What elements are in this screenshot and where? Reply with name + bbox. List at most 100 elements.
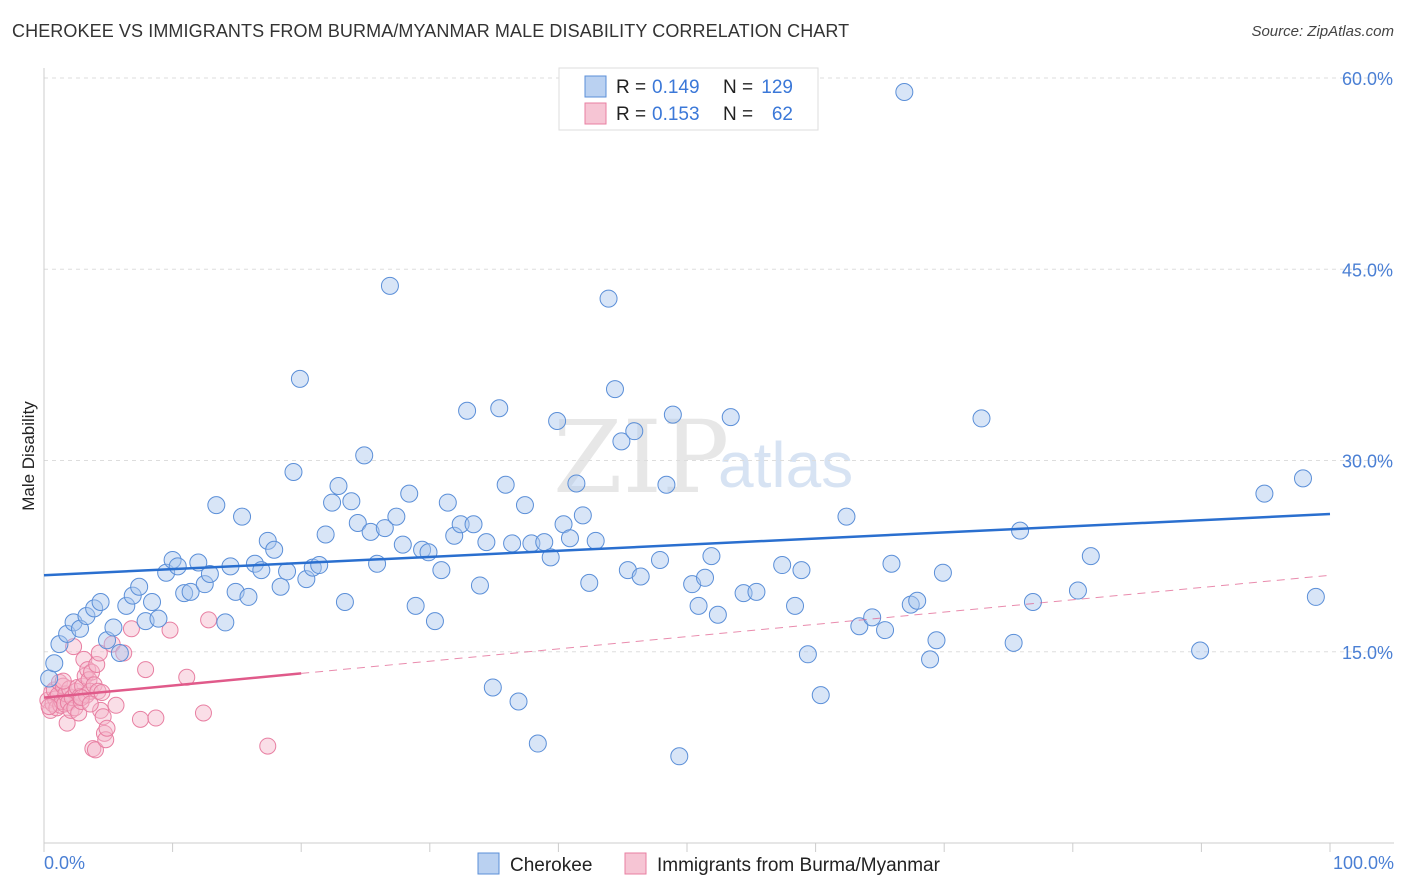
cherokee-point: [863, 608, 882, 627]
cherokee-point: [876, 621, 895, 640]
cherokee-point: [792, 561, 811, 580]
cherokee-point: [393, 535, 412, 554]
immigrants-point: [161, 621, 179, 639]
immigrants-point: [40, 698, 58, 716]
cherokee-point: [355, 446, 374, 465]
cherokee-point: [168, 557, 187, 576]
cherokee-point: [110, 644, 129, 663]
y-tick-label-15: 15.0%: [1342, 643, 1393, 663]
y-tick-label-30: 30.0%: [1342, 452, 1393, 472]
cherokee-point: [130, 577, 149, 596]
cherokee-point: [631, 567, 650, 586]
immigrants-point: [147, 709, 165, 727]
immigrants-point: [107, 696, 125, 714]
immigrants-point: [65, 638, 83, 656]
cherokee-point: [605, 380, 624, 399]
cherokee-point: [406, 596, 425, 615]
cherokee-point: [451, 515, 470, 534]
cherokee-point: [921, 650, 940, 669]
cherokee-point: [1255, 484, 1274, 503]
cherokee-point: [573, 506, 592, 525]
immigrants-point: [94, 708, 112, 726]
bottom-legend-swatch-immigrants: [624, 852, 647, 875]
cherokee-point: [195, 575, 214, 594]
legend-n-value-immigrants: 62: [772, 104, 793, 125]
cherokee-point: [329, 477, 348, 495]
legend-swatch-immigrants: [584, 102, 607, 125]
cherokee-point: [361, 522, 380, 541]
cherokee-point: [837, 507, 856, 526]
cherokee-point: [663, 405, 682, 424]
cherokee-point: [271, 577, 290, 596]
series-legend: Cherokee Immigrants from Burma/Myanmar: [477, 852, 941, 876]
immigrants-point: [131, 710, 149, 728]
cherokee-point: [239, 587, 258, 606]
immigrants-point: [200, 611, 218, 629]
axes: [43, 68, 1394, 844]
x-ticks: [43, 843, 1331, 852]
cherokee-point: [85, 599, 104, 618]
cherokee-point: [509, 692, 528, 711]
bottom-legend-swatch-cherokee: [477, 852, 500, 875]
cherokee-point: [1191, 641, 1210, 660]
cherokee-point: [708, 605, 727, 624]
cherokee-point: [548, 411, 567, 430]
cherokee-point: [773, 556, 792, 575]
cherokee-point: [786, 596, 805, 615]
cherokee-point: [850, 617, 869, 636]
y-tick-label-45: 45.0%: [1342, 260, 1393, 280]
immigrants-point: [259, 737, 277, 755]
cherokee-point: [560, 529, 579, 548]
legend-swatch-cherokee: [584, 75, 607, 98]
immigrants-trend-extension: [301, 574, 1331, 674]
cherokee-point: [400, 484, 419, 503]
cherokee-point: [747, 582, 766, 601]
stats-legend: R = 0.149 N = 129 R = 0.153 N = 62: [558, 67, 819, 131]
cherokee-point: [335, 593, 354, 612]
immigrants-point: [95, 724, 113, 742]
cherokee-point: [458, 401, 477, 420]
cherokee-point: [908, 591, 927, 610]
cherokee-point: [882, 554, 901, 573]
cherokee-point: [216, 613, 235, 632]
cherokee-point: [721, 408, 740, 427]
cherokee-point: [290, 369, 309, 388]
legend-r-value-immigrants: 0.153: [652, 104, 700, 125]
immigrants-point: [194, 704, 212, 722]
cherokee-point: [297, 570, 316, 589]
x-tick-label-min: 0.0%: [44, 853, 85, 873]
immigrants-point: [75, 650, 93, 668]
trend-lines: [43, 512, 1331, 699]
cherokee-point: [77, 607, 96, 626]
cherokee-point: [1011, 521, 1030, 540]
cherokee-point: [528, 734, 547, 753]
immigrants-point: [86, 741, 104, 759]
cherokee-point: [496, 475, 515, 494]
legend-n-label-cherokee: N =: [723, 77, 753, 98]
immigrants-point: [98, 719, 116, 737]
cherokee-point: [567, 474, 586, 493]
cherokee-point: [342, 492, 361, 511]
cherokee-point: [432, 561, 451, 580]
cherokee-point: [117, 596, 136, 615]
cherokee-point: [972, 409, 991, 428]
cherokee-point: [265, 540, 284, 559]
immigrants-point: [137, 661, 155, 679]
cherokee-point: [207, 496, 226, 515]
cherokee-point: [1081, 547, 1100, 566]
cherokee-point: [123, 586, 142, 605]
cherokee-point: [1023, 593, 1042, 612]
y-tick-label-60: 60.0%: [1342, 69, 1393, 89]
immigrants-point: [81, 695, 99, 713]
cherokee-point: [375, 519, 394, 538]
cherokee-point: [490, 399, 509, 418]
cherokee-point: [483, 678, 502, 697]
cherokee-point: [45, 654, 64, 673]
cherokee-point: [368, 554, 387, 573]
cherokee-point: [445, 526, 464, 545]
cherokee-point: [895, 83, 914, 102]
cherokee-point: [515, 496, 534, 515]
cherokee-point: [535, 533, 554, 552]
cherokee-trend-line: [43, 512, 1331, 577]
